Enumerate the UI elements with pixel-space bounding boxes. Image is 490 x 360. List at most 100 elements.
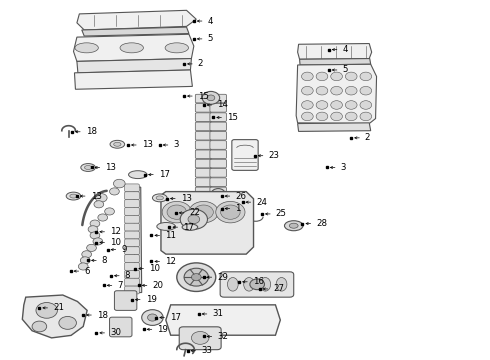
Text: 19: 19	[136, 295, 156, 304]
Text: 15: 15	[188, 91, 209, 100]
Text: 4: 4	[197, 17, 213, 26]
FancyBboxPatch shape	[210, 141, 226, 149]
Text: 3: 3	[330, 163, 346, 172]
Text: 6: 6	[74, 267, 90, 276]
FancyBboxPatch shape	[124, 286, 139, 294]
Circle shape	[189, 202, 218, 223]
Circle shape	[114, 179, 125, 188]
Text: 1: 1	[225, 204, 241, 213]
Text: 5: 5	[332, 66, 348, 75]
Ellipse shape	[81, 163, 96, 171]
FancyBboxPatch shape	[124, 223, 139, 231]
Text: 13: 13	[171, 194, 192, 203]
Text: 3: 3	[163, 140, 179, 149]
Ellipse shape	[152, 194, 167, 202]
FancyBboxPatch shape	[124, 239, 139, 247]
FancyBboxPatch shape	[196, 141, 212, 149]
FancyBboxPatch shape	[179, 327, 221, 350]
FancyBboxPatch shape	[124, 247, 139, 255]
Ellipse shape	[70, 194, 77, 198]
FancyBboxPatch shape	[196, 168, 212, 177]
FancyBboxPatch shape	[196, 159, 212, 168]
Circle shape	[301, 101, 313, 109]
Polygon shape	[23, 295, 87, 338]
Circle shape	[59, 316, 76, 329]
Text: 13: 13	[80, 192, 101, 201]
Polygon shape	[161, 192, 253, 254]
FancyBboxPatch shape	[124, 192, 139, 200]
Circle shape	[231, 214, 241, 221]
FancyBboxPatch shape	[210, 168, 226, 177]
Polygon shape	[74, 70, 193, 89]
Circle shape	[110, 188, 119, 195]
Circle shape	[78, 263, 88, 270]
FancyBboxPatch shape	[115, 291, 137, 310]
Ellipse shape	[156, 196, 163, 200]
Circle shape	[93, 238, 103, 245]
Circle shape	[105, 208, 115, 215]
Text: 8: 8	[115, 271, 130, 280]
Text: 17: 17	[160, 313, 181, 322]
Circle shape	[87, 244, 97, 251]
Polygon shape	[82, 27, 189, 36]
Ellipse shape	[227, 278, 238, 291]
Circle shape	[94, 201, 104, 208]
Circle shape	[216, 202, 245, 223]
Circle shape	[316, 72, 328, 81]
Circle shape	[360, 72, 372, 81]
FancyBboxPatch shape	[210, 131, 226, 140]
Ellipse shape	[244, 278, 254, 291]
Circle shape	[88, 226, 98, 233]
Circle shape	[36, 302, 57, 318]
Circle shape	[331, 72, 343, 81]
Ellipse shape	[276, 278, 287, 291]
FancyBboxPatch shape	[210, 187, 226, 196]
Circle shape	[331, 112, 343, 121]
Circle shape	[220, 205, 240, 219]
Circle shape	[184, 268, 208, 286]
Circle shape	[301, 86, 313, 95]
Text: 4: 4	[332, 45, 348, 54]
FancyBboxPatch shape	[196, 104, 212, 112]
FancyBboxPatch shape	[230, 192, 242, 223]
FancyBboxPatch shape	[124, 255, 139, 262]
Circle shape	[90, 220, 100, 227]
FancyBboxPatch shape	[210, 159, 226, 168]
Ellipse shape	[182, 224, 198, 230]
Circle shape	[316, 101, 328, 109]
Text: 9: 9	[111, 245, 126, 254]
FancyBboxPatch shape	[196, 94, 212, 103]
Circle shape	[192, 332, 209, 344]
Text: 25: 25	[266, 210, 287, 219]
Text: 12: 12	[100, 227, 121, 236]
Text: 14: 14	[207, 100, 228, 109]
Text: 28: 28	[306, 219, 327, 228]
Ellipse shape	[157, 222, 175, 230]
Circle shape	[225, 210, 247, 226]
Text: 26: 26	[225, 192, 246, 201]
FancyBboxPatch shape	[196, 178, 212, 186]
Circle shape	[82, 251, 92, 258]
FancyBboxPatch shape	[196, 122, 212, 131]
FancyBboxPatch shape	[124, 215, 139, 223]
Circle shape	[331, 86, 343, 95]
Text: 21: 21	[43, 303, 64, 312]
Ellipse shape	[289, 223, 298, 228]
FancyBboxPatch shape	[196, 113, 212, 121]
Circle shape	[180, 209, 207, 229]
Polygon shape	[74, 34, 194, 62]
Text: 8: 8	[92, 256, 107, 265]
Circle shape	[345, 86, 357, 95]
Text: 20: 20	[142, 281, 164, 290]
Circle shape	[147, 314, 157, 321]
Polygon shape	[134, 187, 142, 293]
FancyBboxPatch shape	[210, 113, 226, 121]
Text: 23: 23	[258, 151, 279, 160]
FancyBboxPatch shape	[232, 140, 258, 170]
Polygon shape	[296, 64, 376, 123]
Polygon shape	[297, 123, 371, 131]
Text: 15: 15	[217, 113, 238, 122]
FancyBboxPatch shape	[210, 178, 226, 186]
Circle shape	[90, 232, 100, 239]
Circle shape	[142, 310, 163, 325]
